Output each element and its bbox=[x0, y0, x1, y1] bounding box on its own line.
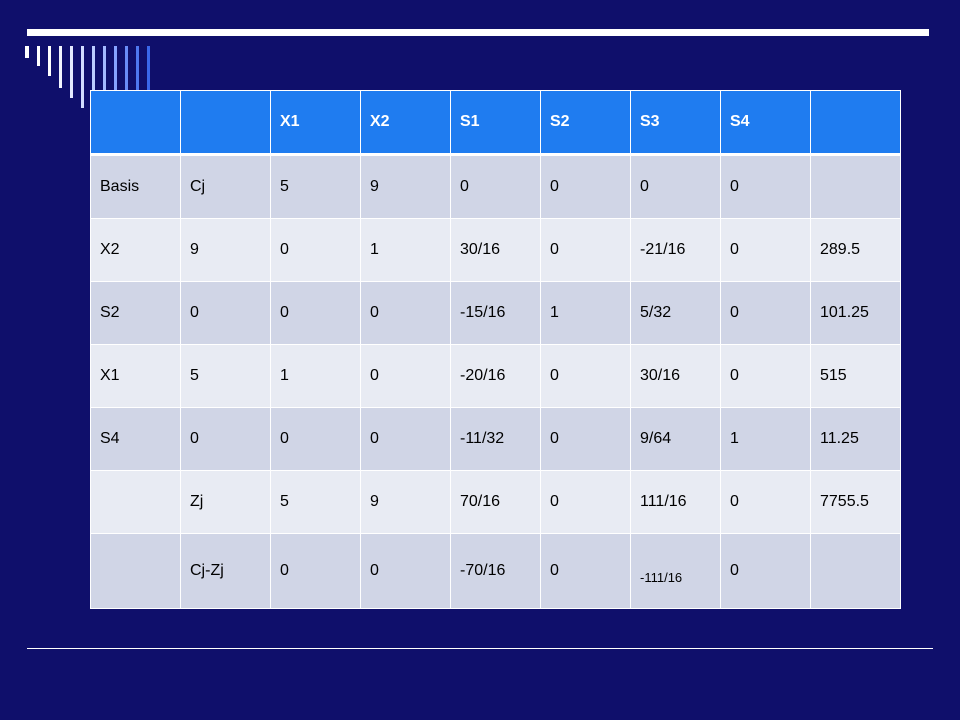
table-cell: 1 bbox=[540, 281, 631, 345]
table-cell: 0 bbox=[270, 533, 361, 609]
table-cell: Basis bbox=[90, 154, 181, 219]
table-cell: Cj-Zj bbox=[180, 533, 271, 609]
table-cell bbox=[90, 533, 181, 609]
table-cell: 70/16 bbox=[450, 470, 541, 534]
table-cell: X1 bbox=[90, 344, 181, 408]
table-cell: 0 bbox=[540, 344, 631, 408]
table-cell: 0 bbox=[360, 281, 451, 345]
table-cell: S2 bbox=[90, 281, 181, 345]
table-cell: 11.25 bbox=[810, 407, 901, 471]
table-cell: 9 bbox=[360, 154, 451, 219]
table-cell: 5 bbox=[270, 470, 361, 534]
table-cell: 111/16 bbox=[630, 470, 721, 534]
table-cell bbox=[810, 154, 901, 219]
table-cell: -15/16 bbox=[450, 281, 541, 345]
table-cell: 9 bbox=[360, 470, 451, 534]
header-cell: S1 bbox=[450, 90, 541, 156]
table-cell bbox=[810, 533, 901, 609]
table-cell: Zj bbox=[180, 470, 271, 534]
table-cell: 0 bbox=[180, 407, 271, 471]
table-cell: 0 bbox=[540, 533, 631, 609]
table-cell: -111/16 bbox=[630, 533, 721, 609]
table-row: S4 0 0 0 -11/32 0 9/64 1 11.25 bbox=[90, 407, 901, 471]
table-cell: 0 bbox=[720, 154, 811, 219]
table-cell: 0 bbox=[540, 407, 631, 471]
table-cell: 0 bbox=[540, 470, 631, 534]
table-cell: 0 bbox=[630, 154, 721, 219]
header-cell bbox=[810, 90, 901, 156]
table-cell: 0 bbox=[720, 344, 811, 408]
table-cell: 0 bbox=[450, 154, 541, 219]
table-cell: 0 bbox=[360, 533, 451, 609]
table-cell: -70/16 bbox=[450, 533, 541, 609]
top-decorative-rule bbox=[27, 29, 929, 36]
table-cell bbox=[90, 470, 181, 534]
header-cell: S3 bbox=[630, 90, 721, 156]
table-row: Zj 5 9 70/16 0 111/16 0 7755.5 bbox=[90, 470, 901, 534]
decorative-bars bbox=[25, 46, 165, 166]
table-cell: 30/16 bbox=[630, 344, 721, 408]
table-cell: S4 bbox=[90, 407, 181, 471]
table-header-row: X1 X2 S1 S2 S3 S4 bbox=[90, 90, 901, 156]
table-cell: 0 bbox=[540, 218, 631, 282]
table-cell: -11/32 bbox=[450, 407, 541, 471]
table-cell: 0 bbox=[720, 281, 811, 345]
table-cell: Cj bbox=[180, 154, 271, 219]
table-cell: 0 bbox=[720, 533, 811, 609]
table-cell: 1 bbox=[720, 407, 811, 471]
table-cell: 0 bbox=[270, 218, 361, 282]
table-cell: 30/16 bbox=[450, 218, 541, 282]
table-cell: -20/16 bbox=[450, 344, 541, 408]
table-cell: X2 bbox=[90, 218, 181, 282]
table-cell: 0 bbox=[270, 281, 361, 345]
table-cell: 5 bbox=[270, 154, 361, 219]
table-row: X2 9 0 1 30/16 0 -21/16 0 289.5 bbox=[90, 218, 901, 282]
simplex-tableau: X1 X2 S1 S2 S3 S4 Basis Cj 5 9 0 0 0 0 X… bbox=[90, 90, 901, 609]
bottom-decorative-rule bbox=[27, 648, 933, 649]
table-cell: 5 bbox=[180, 344, 271, 408]
table-row: X1 5 1 0 -20/16 0 30/16 0 515 bbox=[90, 344, 901, 408]
header-cell: S2 bbox=[540, 90, 631, 156]
table-row: Cj-Zj 0 0 -70/16 0 -111/16 0 bbox=[90, 533, 901, 609]
table-cell: -21/16 bbox=[630, 218, 721, 282]
table-cell: 1 bbox=[360, 218, 451, 282]
table-cell: 289.5 bbox=[810, 218, 901, 282]
table-cell: 515 bbox=[810, 344, 901, 408]
table-cell: 101.25 bbox=[810, 281, 901, 345]
table-cell: 9/64 bbox=[630, 407, 721, 471]
table-cell: 0 bbox=[360, 407, 451, 471]
header-cell bbox=[90, 90, 181, 156]
table-cell: 0 bbox=[270, 407, 361, 471]
table-cell: 0 bbox=[540, 154, 631, 219]
table-row: S2 0 0 0 -15/16 1 5/32 0 101.25 bbox=[90, 281, 901, 345]
header-cell: S4 bbox=[720, 90, 811, 156]
table-cell: 5/32 bbox=[630, 281, 721, 345]
table-cell: 0 bbox=[720, 218, 811, 282]
table-cell: 1 bbox=[270, 344, 361, 408]
header-cell: X1 bbox=[270, 90, 361, 156]
table-cell: 0 bbox=[180, 281, 271, 345]
table-row: Basis Cj 5 9 0 0 0 0 bbox=[90, 154, 901, 219]
table-cell: 0 bbox=[720, 470, 811, 534]
table-cell: 9 bbox=[180, 218, 271, 282]
header-cell: X2 bbox=[360, 90, 451, 156]
header-cell bbox=[180, 90, 271, 156]
table-cell: 0 bbox=[360, 344, 451, 408]
table-cell: 7755.5 bbox=[810, 470, 901, 534]
